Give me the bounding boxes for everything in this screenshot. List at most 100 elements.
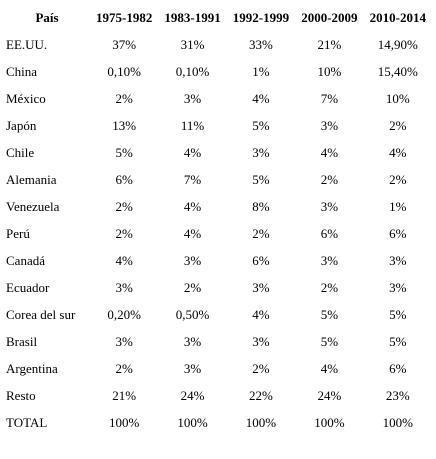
value-cell: 6%: [252, 253, 270, 268]
table-row: Alemania 6% 7% 5% 2% 2%: [4, 166, 432, 193]
table-row: Resto 21% 24% 22% 24% 23%: [4, 382, 432, 409]
value-cell: 1%: [389, 199, 407, 214]
value-cell: 0,10%: [175, 64, 210, 79]
share-table: País 1975-1982 1983-1991 1992-1999 2000-…: [4, 4, 432, 436]
table-row: México 2% 3% 4% 7% 10%: [4, 85, 432, 112]
country-cell: China: [6, 64, 38, 79]
value-cell: 7%: [320, 91, 339, 106]
value-cell: 2%: [252, 361, 270, 376]
value-cell: 5%: [320, 334, 339, 349]
country-cell: TOTAL: [6, 415, 48, 430]
value-cell: 4%: [320, 145, 339, 160]
value-cell: 3%: [183, 361, 202, 376]
value-cell: 33%: [249, 37, 273, 52]
value-cell: 3%: [183, 334, 202, 349]
value-cell: 4%: [320, 361, 339, 376]
value-cell: 5%: [252, 118, 270, 133]
table-row: Chile 5% 4% 3% 4% 4%: [4, 139, 432, 166]
country-cell: Japón: [6, 118, 37, 133]
table-row: EE.UU. 37% 31% 33% 21% 14,90%: [4, 31, 432, 58]
value-cell: 3%: [252, 280, 270, 295]
country-cell: Alemania: [6, 172, 57, 187]
value-cell: 37%: [112, 37, 137, 52]
country-cell: Resto: [6, 388, 36, 403]
country-cell: México: [6, 91, 46, 106]
value-cell: 14,90%: [377, 37, 418, 52]
value-cell: 6%: [320, 226, 339, 241]
table-row: Brasil 3% 3% 3% 5% 5%: [4, 328, 432, 355]
table-row: Canadá 4% 3% 6% 3% 3%: [4, 247, 432, 274]
value-cell: 3%: [115, 280, 133, 295]
table-row: Japón 13% 11% 5% 3% 2%: [4, 112, 432, 139]
value-cell: 0,10%: [107, 64, 141, 79]
value-cell: 2%: [320, 172, 339, 187]
value-cell: 100%: [109, 415, 140, 430]
country-cell: Corea del sur: [6, 307, 76, 322]
value-cell: 2%: [115, 91, 133, 106]
header-period-2: 1983-1991: [164, 10, 221, 25]
value-cell: 2%: [115, 226, 133, 241]
table-row: TOTAL 100% 100% 100% 100% 100%: [4, 409, 432, 436]
value-cell: 5%: [252, 172, 270, 187]
value-cell: 6%: [115, 172, 133, 187]
value-cell: 21%: [112, 388, 137, 403]
value-cell: 5%: [115, 145, 133, 160]
value-cell: 4%: [252, 91, 270, 106]
value-cell: 2%: [115, 361, 133, 376]
country-cell: Brasil: [6, 334, 38, 349]
value-cell: 100%: [177, 415, 208, 430]
value-cell: 2%: [183, 280, 202, 295]
table-row: Venezuela 2% 4% 8% 3% 1%: [4, 193, 432, 220]
country-cell: Chile: [6, 145, 35, 160]
value-cell: 10%: [385, 91, 410, 106]
country-cell: Argentina: [6, 361, 58, 376]
header-period-5: 2010-2014: [369, 10, 426, 25]
country-cell: Canadá: [6, 253, 45, 268]
table-row: Ecuador 3% 2% 3% 2% 3%: [4, 274, 432, 301]
value-cell: 2%: [389, 172, 407, 187]
table-body: EE.UU. 37% 31% 33% 21% 14,90% China 0,10% 0,10% 1…: [4, 31, 432, 436]
value-cell: 3%: [320, 253, 339, 268]
value-cell: 5%: [320, 307, 339, 322]
value-cell: 3%: [183, 91, 202, 106]
country-cell: Perú: [6, 226, 30, 241]
value-cell: 7%: [183, 172, 202, 187]
country-cell: Venezuela: [6, 199, 60, 214]
value-cell: 1%: [252, 64, 270, 79]
table-row: Perú 2% 4% 2% 6% 6%: [4, 220, 432, 247]
value-cell: 2%: [320, 280, 339, 295]
value-cell: 100%: [245, 415, 277, 430]
table-row: China 0,10% 0,10% 1% 10% 15,40%: [4, 58, 432, 85]
value-cell: 2%: [252, 226, 270, 241]
value-cell: 3%: [115, 334, 133, 349]
value-cell: 5%: [389, 307, 407, 322]
value-cell: 3%: [252, 334, 270, 349]
value-cell: 5%: [389, 334, 407, 349]
table-row: Corea del sur 0,20% 0,50% 4% 5% 5%: [4, 301, 432, 328]
value-cell: 3%: [389, 280, 407, 295]
value-cell: 2%: [115, 199, 133, 214]
value-cell: 3%: [252, 145, 270, 160]
value-cell: 4%: [183, 199, 202, 214]
value-cell: 10%: [317, 64, 342, 79]
table-row: Argentina 2% 3% 2% 4% 6%: [4, 355, 432, 382]
value-cell: 23%: [385, 388, 410, 403]
value-cell: 31%: [180, 37, 205, 52]
value-cell: 6%: [389, 361, 407, 376]
value-cell: 6%: [389, 226, 407, 241]
value-cell: 4%: [252, 307, 270, 322]
value-cell: 11%: [180, 118, 205, 133]
header-country: País: [35, 10, 59, 25]
value-cell: 13%: [112, 118, 137, 133]
value-cell: 0,50%: [175, 307, 210, 322]
value-cell: 24%: [180, 388, 205, 403]
value-cell: 4%: [389, 145, 407, 160]
value-cell: 21%: [317, 37, 342, 52]
value-cell: 4%: [115, 253, 133, 268]
country-cell: Ecuador: [6, 280, 50, 295]
value-cell: 4%: [183, 145, 202, 160]
country-cell: EE.UU.: [6, 37, 48, 52]
value-cell: 24%: [317, 388, 342, 403]
value-cell: 100%: [314, 415, 345, 430]
